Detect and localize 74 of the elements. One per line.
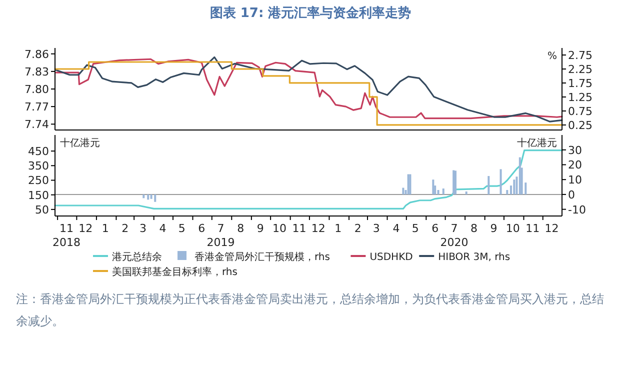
bar [432, 180, 434, 194]
y2-tick-label: 0.75 [568, 104, 592, 118]
bar [454, 170, 456, 194]
y2-tick-label: -10 [568, 203, 586, 216]
y2-axis-title: 十亿港元 [517, 137, 557, 149]
bar [500, 169, 502, 194]
x-tick-label: 3 [372, 222, 380, 235]
bar [488, 176, 490, 194]
x-tick-label: 1 [334, 222, 342, 235]
bar [506, 190, 508, 194]
y-tick-label: 250 [28, 174, 49, 188]
x-tick-label: 8 [470, 222, 478, 235]
x-tick-label: 2 [354, 222, 362, 235]
x-tick-label: 2 [122, 222, 129, 235]
legend-label: 美国联邦基金目标利率，rhs [112, 266, 238, 278]
bar [142, 194, 145, 198]
x-tick-label: 12 [78, 222, 93, 235]
x-tick-label: 5 [178, 222, 186, 235]
x-tick-label: 7 2019 [206, 222, 235, 249]
y2-tick-label: 2.25 [568, 62, 592, 76]
y2-tick-label: 10 [568, 174, 582, 187]
bar [513, 180, 516, 194]
x-tick-label: 11 [292, 222, 306, 235]
y2-tick-label: 20 [568, 158, 582, 172]
y2-tick-label: 30 [568, 144, 582, 157]
x-tick-label: 10 [272, 222, 286, 235]
y-tick-label: 350 [28, 160, 49, 173]
x-tick-label: 11 2018 [52, 222, 80, 249]
x-tick-label: 4 [159, 222, 166, 235]
y2-tick-label: 1.75 [568, 76, 592, 90]
bar [150, 194, 152, 199]
line-series [54, 150, 563, 210]
y-tick-label: 7.74 [24, 118, 49, 132]
x-tick-label: 9 [256, 222, 264, 235]
legend-label: 港元总结余 [112, 251, 162, 263]
y2-tick-label: 2.75 [568, 48, 592, 62]
y-tick-label: 7.77 [24, 100, 49, 114]
legend-label: 香港金管局外汇干预规模，rhs [194, 251, 330, 263]
bar [518, 157, 521, 194]
x-tick-label: 12 [311, 222, 326, 235]
bar [147, 194, 150, 200]
x-tick-label: 6 [198, 222, 206, 235]
y2-tick-label: 0 [568, 188, 575, 202]
y-tick-label: 150 [28, 188, 49, 202]
bar [452, 170, 455, 194]
x-tick-label: 5 [412, 222, 419, 235]
legend-label: HIBOR 3M, rhs [438, 252, 510, 263]
bar [437, 190, 440, 194]
legend-label: USDHKD [370, 252, 414, 263]
y-tick-label: 7.86 [24, 48, 49, 61]
x-tick-label: 7 2020 [440, 222, 468, 249]
bar [465, 191, 468, 194]
x-tick-label: 12 [544, 222, 559, 235]
chart-title: 图表 17: 港元汇率与资金利率走势 [210, 5, 412, 21]
text: 注：香港金管局外汇干预规模为正代表香港金管局卖出港元，总结余增加，为负代表香港金管局买入港元，总结余减少。 [16, 292, 604, 328]
x-tick-label: 3 [140, 222, 147, 235]
y-tick-label: 450 [28, 145, 49, 158]
y-axis-title: 十亿港元 [60, 137, 100, 149]
x-tick-label: 4 [392, 222, 400, 235]
bar [154, 194, 156, 202]
y-tick-label: 7.83 [24, 65, 49, 78]
x-tick-label: 11 [526, 222, 540, 235]
x-tick-label: 1 [102, 222, 109, 235]
x-tick-label: 10 [506, 222, 520, 235]
y-tick-label: 50 [35, 203, 49, 216]
y2-axis-title: % [547, 51, 557, 62]
y-tick-label: 7.80 [24, 83, 49, 96]
x-tick-label: 9 [490, 222, 498, 235]
bar [402, 188, 404, 194]
y2-tick-label: 0.25 [568, 118, 592, 132]
bar [442, 188, 444, 194]
x-tick-label: 8 [237, 222, 244, 235]
y2-tick-label: 1.25 [568, 90, 592, 104]
x-tick-label: 6 [432, 222, 439, 235]
